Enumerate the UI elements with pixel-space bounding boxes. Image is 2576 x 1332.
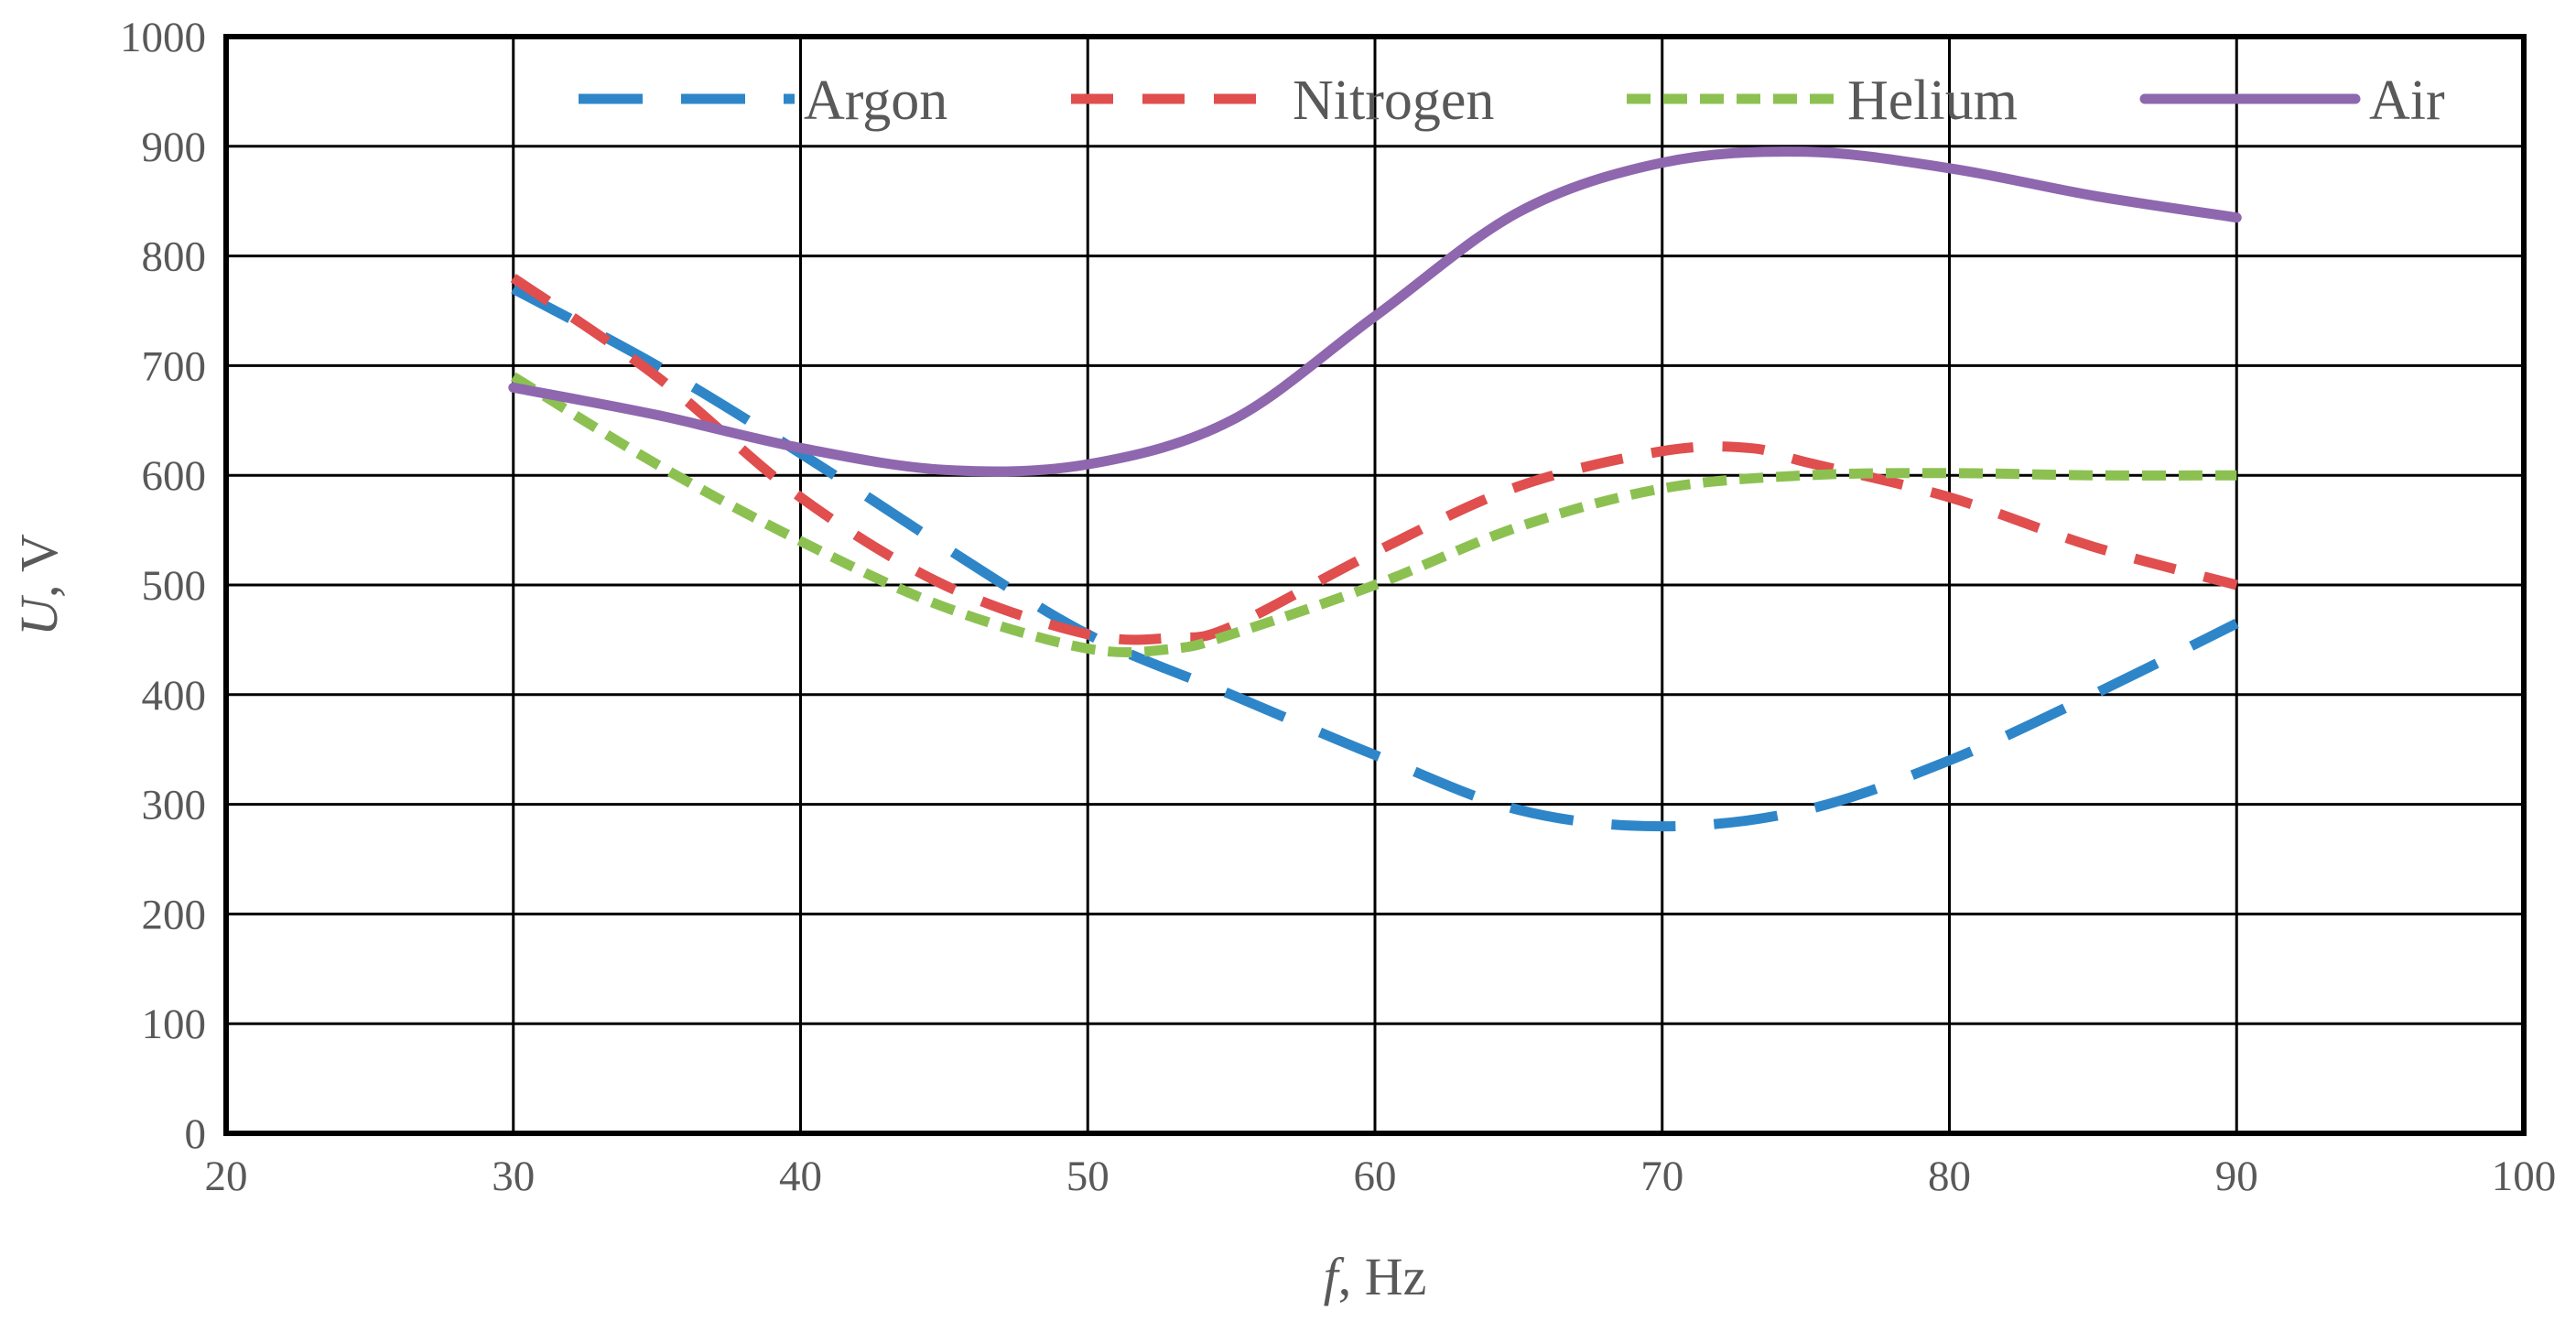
x-axis-title-unit: , Hz [1338,1247,1427,1306]
y-axis-title: U, V [9,534,69,636]
series-line-air [508,146,2242,477]
x-tick-label-30: 30 [492,1153,535,1200]
legend-label-argon: Argon [804,70,947,132]
y-tick-label-200: 200 [142,891,207,938]
x-axis-ticks: 20 30 40 50 60 70 80 90 100 [205,1153,2557,1200]
x-tick-label-60: 60 [1354,1153,1397,1200]
y-tick-label-900: 900 [142,124,207,171]
legend-item-air: Air [2139,70,2445,132]
y-axis-title-unit: , V [9,534,69,598]
y-tick-label-700: 700 [142,342,207,390]
plot-area-frame [223,34,2527,1136]
x-tick-label-40: 40 [779,1153,822,1200]
series-line-argon [511,284,2239,832]
legend: Argon Nitrogen Helium Air [579,70,2445,132]
y-tick-label-600: 600 [142,452,207,500]
legend-label-nitrogen: Nitrogen [1293,70,1494,132]
legend-label-helium: Helium [1847,70,2018,132]
series-line-helium [510,372,2237,658]
y-axis-ticks: 0 100 200 300 400 500 600 700 800 900 1000 [120,14,206,1158]
x-tick-label-100: 100 [2492,1153,2557,1200]
x-tick-label-90: 90 [2215,1153,2258,1200]
series-line-nitrogen [510,274,2238,645]
x-tick-label-80: 80 [1928,1153,1971,1200]
legend-item-argon: Argon [579,70,947,132]
y-tick-label-400: 400 [142,672,207,720]
data-series [508,146,2242,832]
x-tick-label-70: 70 [1640,1153,1683,1200]
x-tick-label-20: 20 [205,1153,248,1200]
x-tick-label-50: 50 [1066,1153,1109,1200]
y-tick-label-1000: 1000 [120,14,206,61]
legend-item-nitrogen: Nitrogen [1071,70,1494,132]
y-tick-label-300: 300 [142,782,207,829]
y-tick-label-0: 0 [185,1110,207,1158]
legend-item-helium: Helium [1627,70,2018,132]
x-axis-title: f, Hz [1324,1247,1427,1306]
y-tick-label-800: 800 [142,233,207,281]
y-tick-label-100: 100 [142,1001,207,1048]
legend-label-air: Air [2369,70,2445,132]
y-axis-title-symbol: U [9,594,69,636]
y-tick-label-500: 500 [142,562,207,610]
